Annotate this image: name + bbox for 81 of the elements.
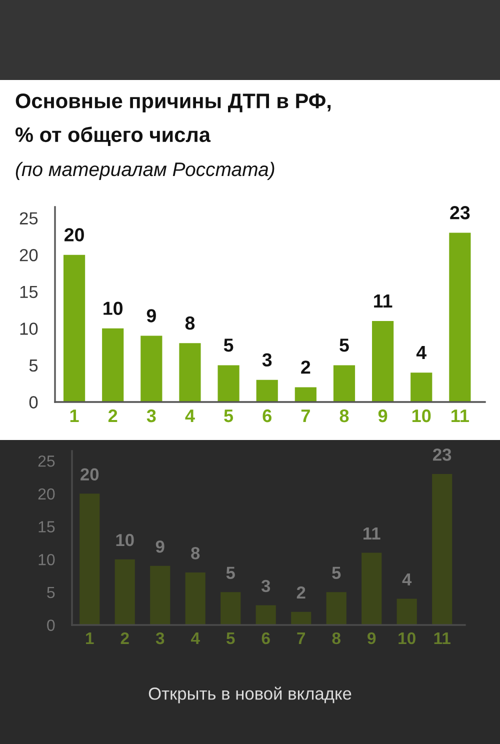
y-tick-label: 20 bbox=[38, 488, 55, 500]
y-tick-label: 0 bbox=[29, 396, 38, 408]
bar bbox=[294, 387, 316, 402]
x-tick-label: 11 bbox=[434, 632, 450, 644]
data-label: 10 bbox=[116, 534, 134, 546]
y-tick-label: 25 bbox=[20, 212, 38, 224]
x-tick-label: 3 bbox=[156, 632, 164, 644]
data-label: 23 bbox=[433, 448, 452, 461]
x-tick-label: 7 bbox=[301, 410, 310, 422]
x-tick-label: 8 bbox=[340, 409, 349, 422]
data-label: 11 bbox=[374, 294, 392, 308]
x-tick-label: 5 bbox=[226, 632, 235, 644]
x-tick-label: 1 bbox=[70, 410, 79, 422]
x-tick-label: 10 bbox=[398, 632, 416, 644]
x-tick-label: 5 bbox=[224, 410, 234, 422]
data-label: 20 bbox=[64, 228, 84, 242]
chart-subtitle: (по материалам Росстата) bbox=[16, 162, 274, 180]
data-label: 20 bbox=[80, 468, 99, 481]
bar bbox=[410, 372, 432, 402]
data-label: 9 bbox=[146, 309, 156, 322]
data-label: 23 bbox=[450, 206, 470, 220]
bar bbox=[80, 494, 100, 625]
x-tick-label: 2 bbox=[108, 409, 118, 422]
bar bbox=[326, 592, 346, 625]
data-label: 3 bbox=[261, 580, 270, 592]
data-label: 4 bbox=[402, 573, 412, 586]
bar bbox=[102, 328, 124, 402]
y-tick-label: 15 bbox=[20, 286, 38, 298]
y-tick-label: 5 bbox=[47, 586, 55, 598]
bar bbox=[185, 572, 206, 625]
text: Открыть в новой вкладке bbox=[148, 686, 352, 704]
y-tick-label: 0 bbox=[47, 620, 55, 631]
y-tick-label: 5 bbox=[29, 360, 38, 372]
data-label: 4 bbox=[416, 346, 426, 359]
x-tick-label: 2 bbox=[120, 632, 129, 644]
x-tick-label: 9 bbox=[368, 632, 376, 644]
x-tick-label: 9 bbox=[378, 409, 388, 422]
y-tick-label: 10 bbox=[20, 322, 38, 335]
x-tick-label: 4 bbox=[185, 410, 195, 422]
bar bbox=[372, 321, 394, 402]
bar bbox=[432, 474, 452, 625]
bar bbox=[150, 566, 170, 625]
bar bbox=[396, 598, 417, 625]
bar bbox=[220, 592, 241, 625]
y-tick-label: 20 bbox=[20, 249, 38, 262]
y-tick-label: 10 bbox=[38, 554, 55, 566]
data-label: 11 bbox=[364, 528, 380, 540]
data-label: 5 bbox=[332, 566, 341, 580]
x-tick-label: 7 bbox=[297, 632, 306, 644]
bar bbox=[333, 365, 356, 402]
bar bbox=[114, 559, 135, 625]
x-tick-label: 6 bbox=[262, 632, 270, 644]
data-label: 3 bbox=[262, 353, 272, 367]
data-label: 8 bbox=[191, 547, 200, 560]
bar bbox=[63, 254, 86, 402]
data-label: 8 bbox=[185, 316, 195, 330]
x-tick-label: 6 bbox=[262, 409, 272, 422]
data-label: 5 bbox=[226, 566, 235, 580]
x-tick-label: 10 bbox=[412, 409, 431, 422]
data-label: 10 bbox=[104, 302, 123, 315]
data-label: 2 bbox=[296, 586, 306, 599]
bar bbox=[362, 552, 382, 625]
bar bbox=[218, 365, 240, 402]
bar bbox=[449, 232, 471, 402]
data-label: 9 bbox=[156, 540, 164, 553]
x-tick-label: 1 bbox=[86, 632, 94, 644]
x-tick-label: 3 bbox=[146, 409, 156, 422]
data-label: 5 bbox=[224, 338, 234, 352]
bar bbox=[256, 380, 278, 402]
bar bbox=[179, 343, 201, 402]
bar bbox=[140, 336, 162, 402]
data-label: 2 bbox=[301, 360, 310, 374]
x-tick-label: 11 bbox=[452, 410, 469, 422]
chart-title: Основные причины ДТП в РФ, % от общего числа bbox=[16, 94, 331, 146]
y-tick-label: 15 bbox=[38, 521, 55, 532]
x-tick-label: 4 bbox=[190, 632, 200, 644]
bar bbox=[291, 612, 312, 625]
bar bbox=[256, 605, 276, 625]
data-label: 5 bbox=[340, 338, 349, 352]
x-tick-label: 8 bbox=[332, 632, 340, 644]
y-tick-label: 25 bbox=[38, 455, 55, 467]
